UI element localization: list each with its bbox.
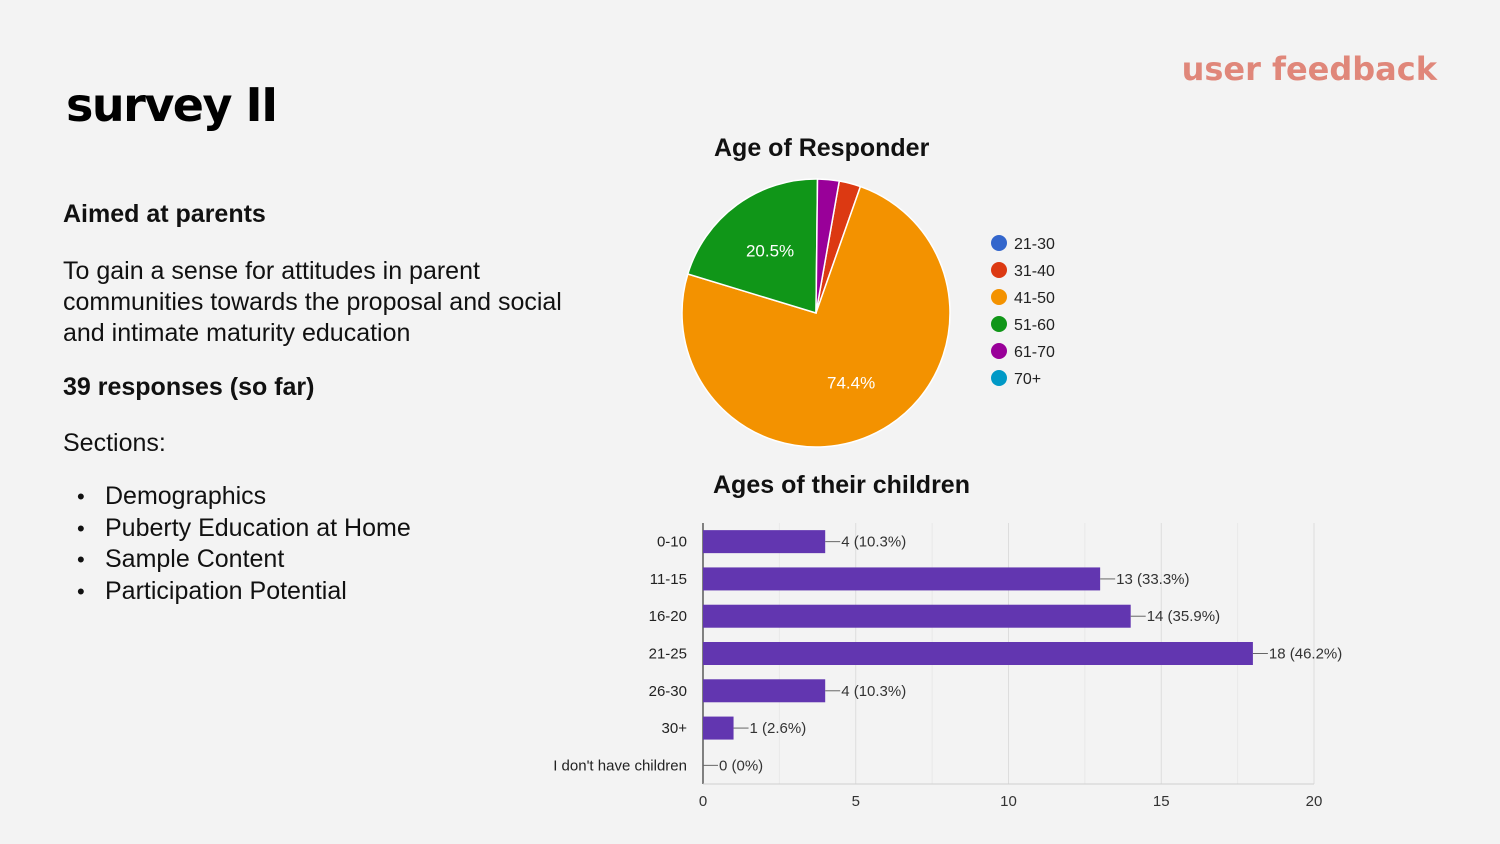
category-label: 16-20 (649, 608, 687, 625)
data-label: 0 (0%) (719, 757, 763, 774)
pie-chart-title: Age of Responder (714, 134, 930, 162)
category-label: 11-15 (650, 571, 687, 588)
audience-heading: Aimed at parents (63, 200, 266, 228)
slide-title: survey II (66, 78, 278, 132)
category-label: 30+ (662, 720, 688, 737)
x-tick-label: 0 (699, 793, 707, 810)
pie-slice-61-70 (815, 178, 841, 314)
data-label: 4 (10.3%) (841, 534, 906, 551)
x-tick-label: 5 (852, 793, 860, 810)
legend-swatch (991, 289, 1007, 305)
data-label: 1 (2.6%) (750, 720, 807, 737)
legend-label: 51-60 (1014, 317, 1055, 334)
pie-slice-51-60 (686, 178, 819, 315)
bar (703, 642, 1253, 665)
category-label: 21-25 (649, 646, 687, 663)
section-item: Demographics (63, 481, 411, 513)
children-ages-bar-chart: 4 (10.3%) 0-10 13 (33.3%) 11-15 14 (35.9%) 16… (553, 523, 1342, 810)
legend-label: 41-50 (1014, 290, 1055, 307)
legend-label: 70+ (1014, 371, 1041, 388)
legend-swatch (991, 370, 1007, 386)
bar (703, 530, 826, 554)
legend-swatch (991, 235, 1007, 251)
bar (703, 716, 734, 740)
x-tick-label: 10 (1000, 793, 1017, 810)
bar (703, 604, 1131, 628)
legend-label: 31-40 (1014, 263, 1055, 280)
category-label: 26-30 (649, 683, 687, 700)
data-label: 4 (10.3%) (841, 683, 906, 700)
sections-list: Demographics Puberty Education at Home S… (63, 481, 411, 607)
sections-label: Sections: (63, 429, 166, 457)
age-of-responder-pie-chart: 74.4% 20.5% 21-30 31-40 41-50 51-60 61-70 70+ (681, 178, 1055, 448)
legend-label: 61-70 (1014, 344, 1055, 361)
section-item: Sample Content (63, 544, 411, 576)
legend-swatch (991, 316, 1007, 332)
bar (703, 567, 1101, 591)
x-tick-label: 20 (1306, 793, 1323, 810)
section-tag: user feedback (1181, 50, 1437, 88)
legend-label: 21-30 (1014, 236, 1055, 253)
responses-count: 39 responses (so far) (63, 373, 315, 401)
category-label: I don't have children (553, 757, 687, 774)
x-tick-label: 15 (1153, 793, 1170, 810)
bar (703, 679, 826, 703)
pie-slice-label: 20.5% (746, 241, 794, 260)
pie-slice-41-50 (681, 185, 951, 448)
data-label: 18 (46.2%) (1269, 646, 1342, 663)
bar-chart-title: Ages of their children (713, 471, 970, 499)
section-item: Puberty Education at Home (63, 513, 411, 545)
section-item: Participation Potential (63, 576, 411, 608)
legend-swatch (991, 262, 1007, 278)
data-label: 14 (35.9%) (1147, 608, 1220, 625)
pie-slice-label: 74.4% (827, 373, 875, 392)
category-label: 0-10 (657, 534, 687, 551)
data-label: 13 (33.3%) (1116, 571, 1189, 588)
legend-swatch (991, 343, 1007, 359)
purpose-text: To gain a sense for attitudes in parent … (63, 257, 562, 347)
